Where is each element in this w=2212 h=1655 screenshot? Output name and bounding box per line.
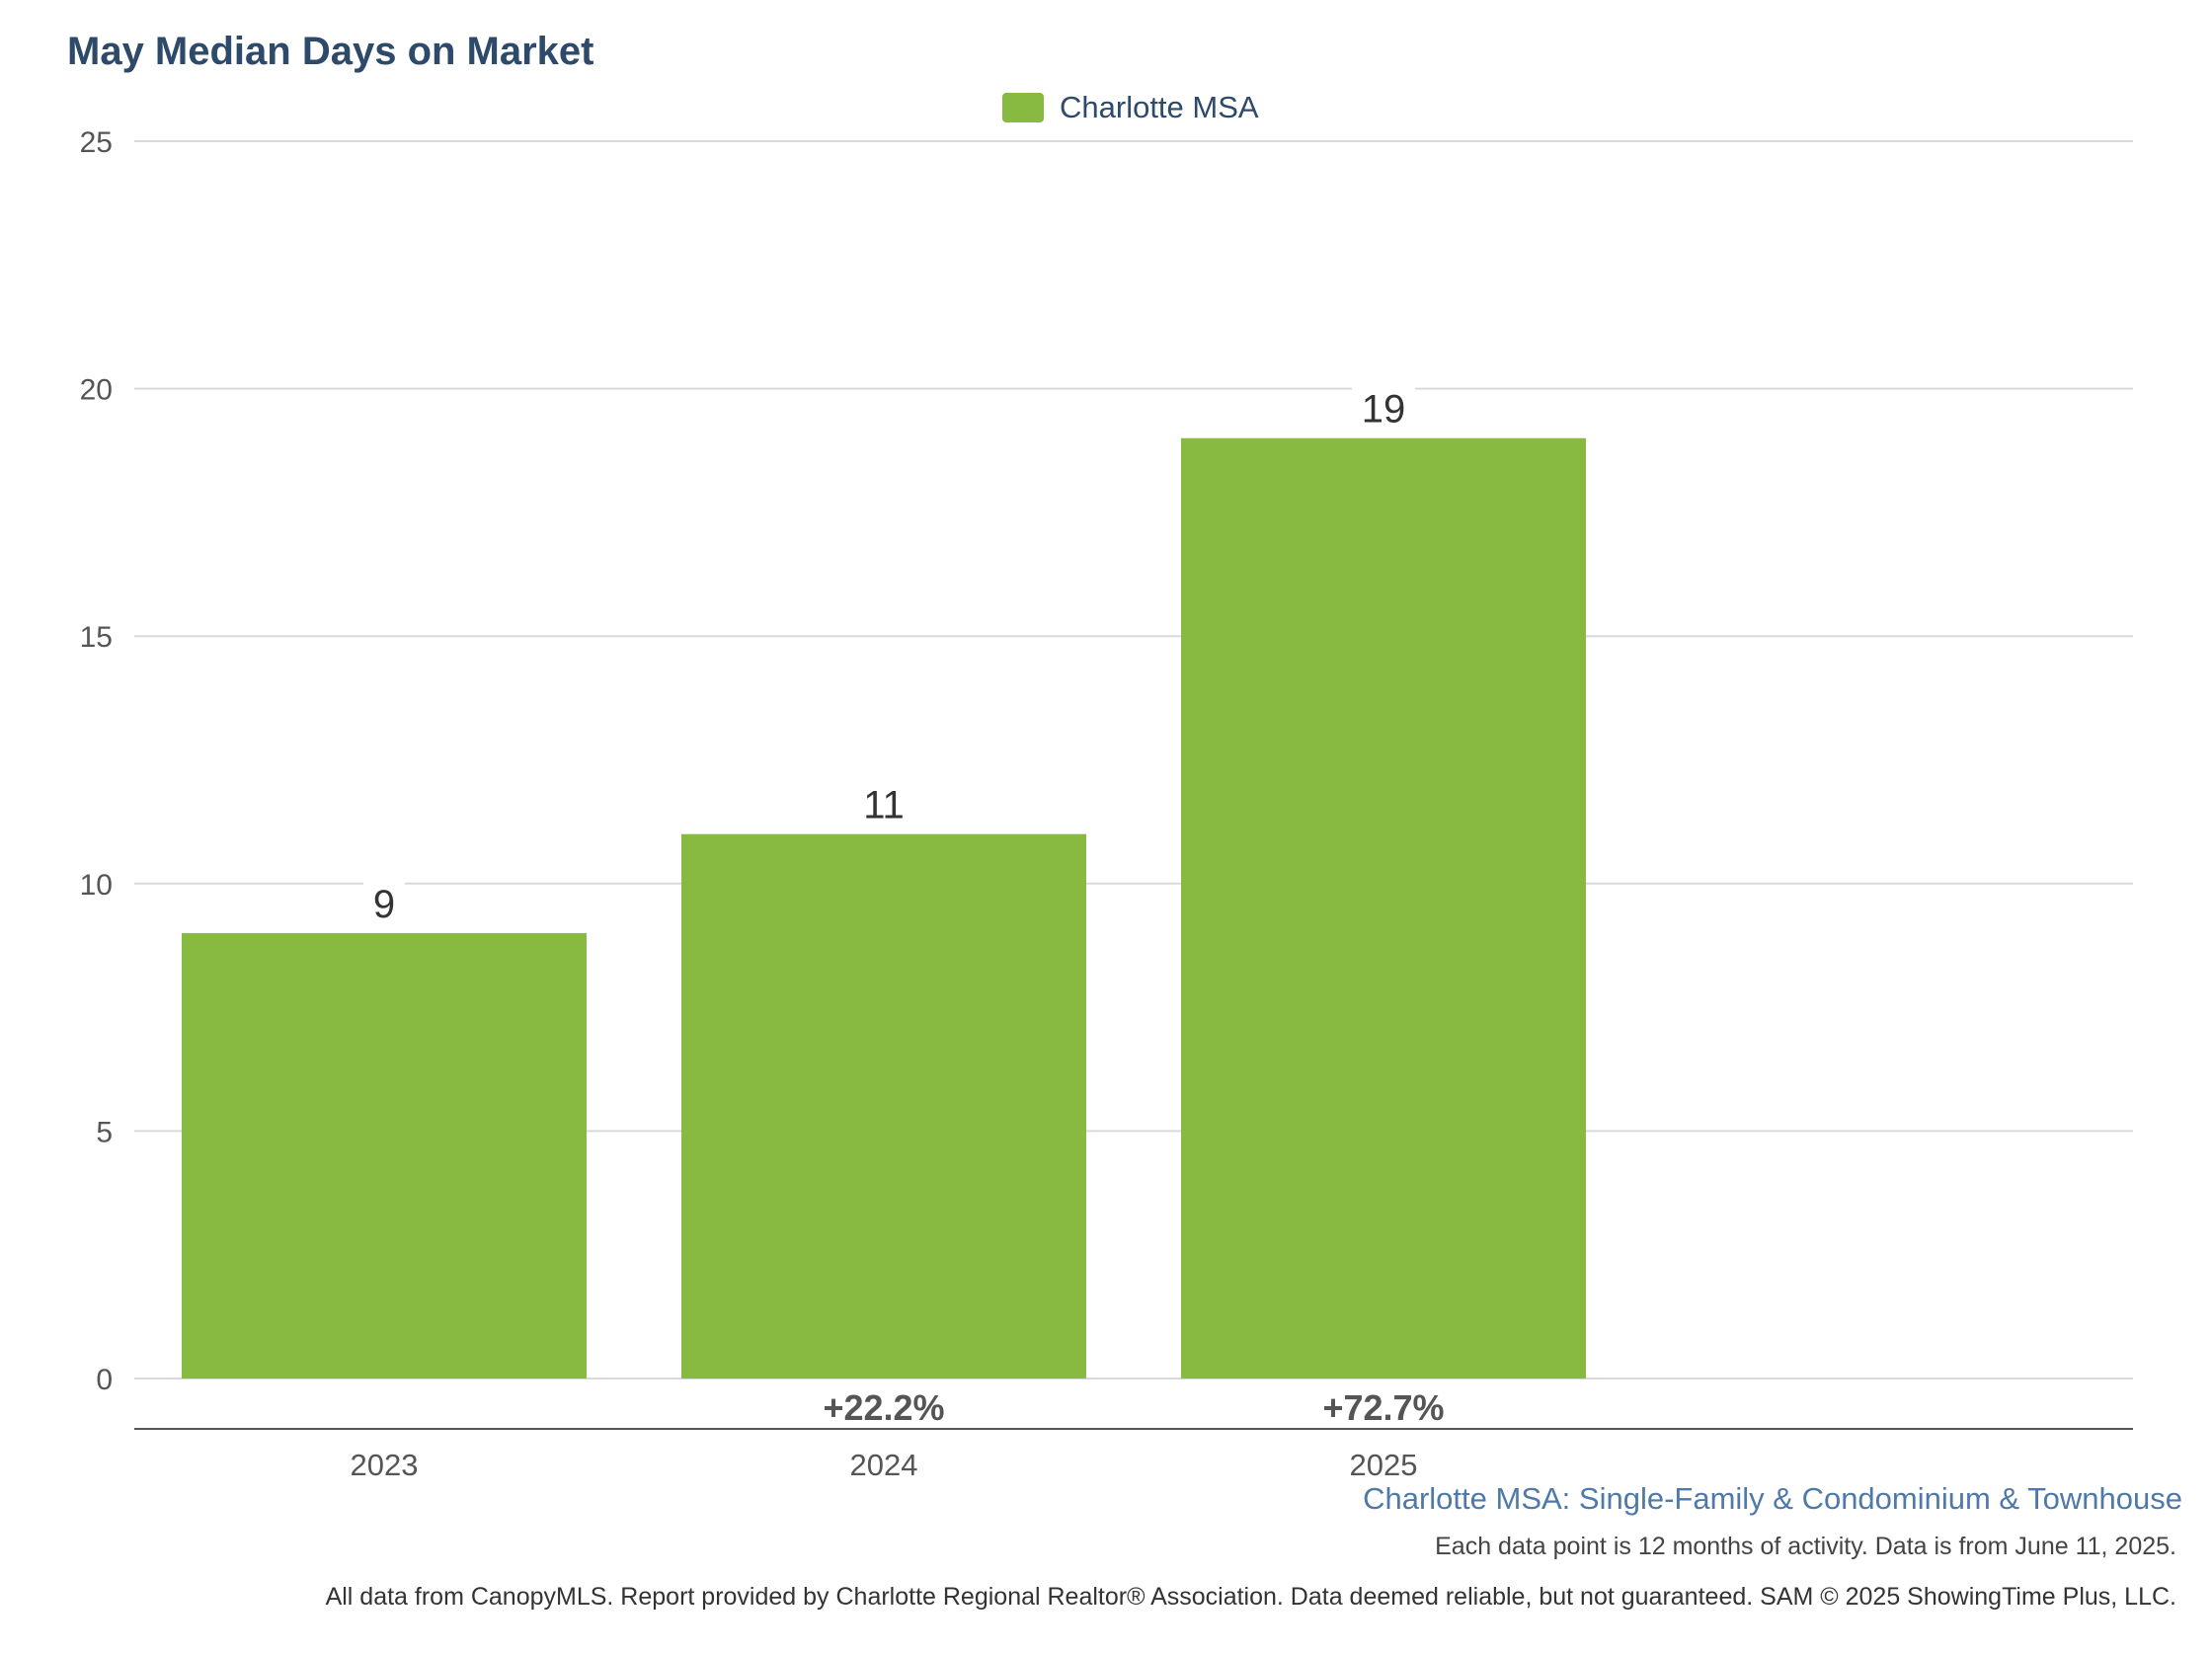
legend-swatch [1002, 93, 1044, 122]
y-tick-label: 5 [96, 1116, 113, 1148]
legend: Charlotte MSA [1002, 88, 1259, 127]
change-label: +72.7% [1322, 1387, 1444, 1428]
chart-title: May Median Days on Market [67, 30, 594, 73]
y-tick-label: 25 [80, 126, 113, 159]
bar [681, 833, 1086, 1379]
data-label: 9 [373, 883, 395, 926]
data-label-bg [852, 778, 915, 827]
disclaimer: All data from CanopyMLS. Report provided… [325, 1583, 2176, 1611]
data-note: Each data point is 12 months of activity… [1435, 1533, 2176, 1560]
bar [182, 932, 587, 1379]
x-tick-label: 2025 [1350, 1448, 1418, 1482]
y-tick-label: 20 [80, 374, 113, 407]
data-label-bg [363, 877, 405, 925]
data-label: 11 [863, 784, 905, 828]
bar [1181, 437, 1586, 1379]
data-label-bg [1352, 382, 1415, 431]
data-label: 19 [1362, 388, 1406, 432]
chart-subtitle: Charlotte MSA: Single-Family & Condomini… [1363, 1481, 2182, 1516]
legend-label: Charlotte MSA [1060, 90, 1259, 124]
y-tick-label: 10 [80, 869, 113, 902]
x-tick-label: 2024 [850, 1448, 918, 1482]
y-tick-label: 15 [80, 621, 113, 654]
y-tick-label: 0 [96, 1364, 113, 1396]
change-label: +22.2% [823, 1387, 944, 1428]
x-tick-label: 2023 [351, 1448, 419, 1482]
